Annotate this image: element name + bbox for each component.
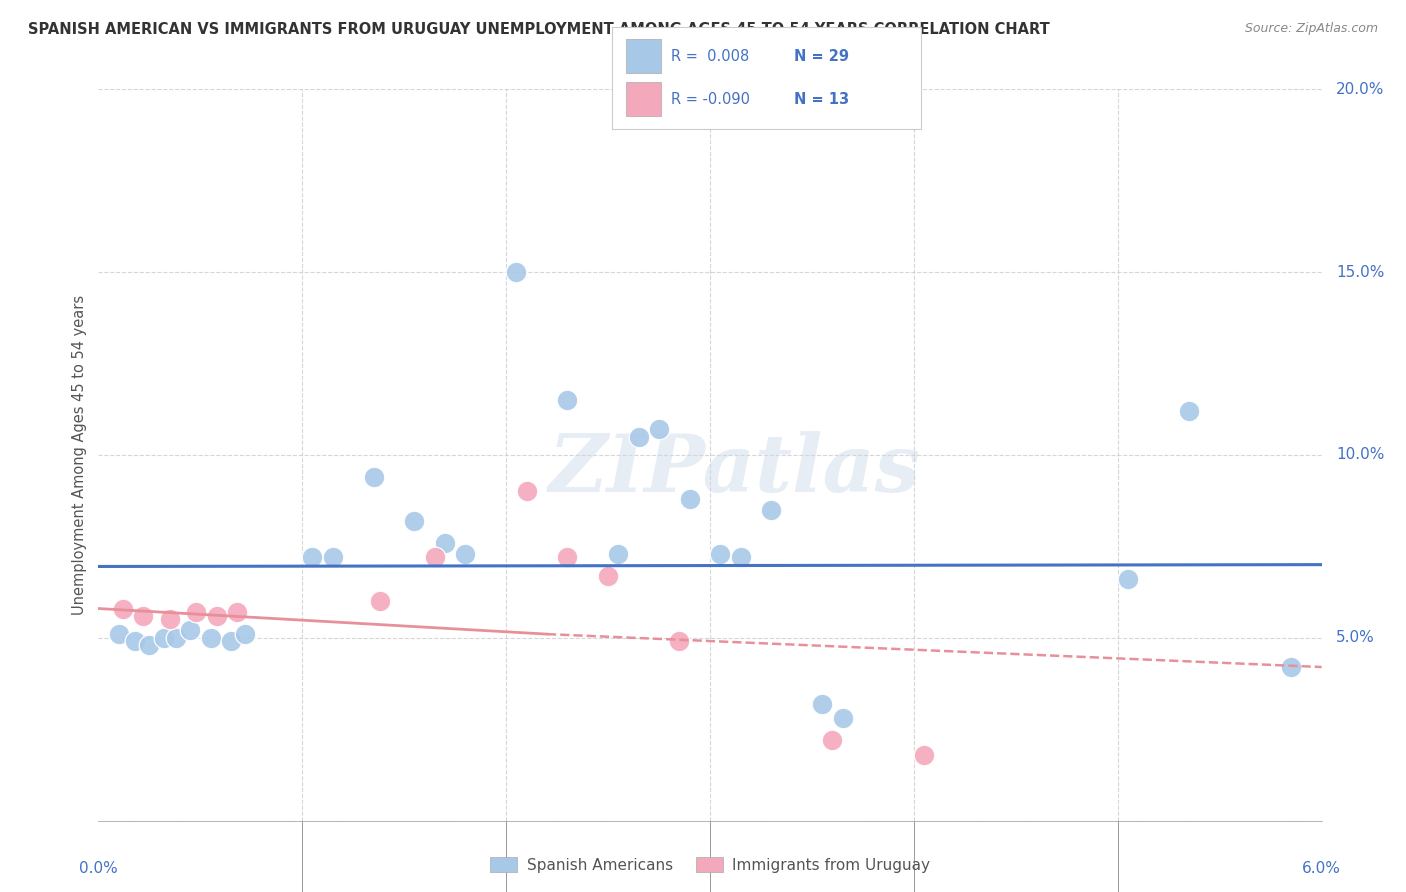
Point — [200, 631, 222, 645]
Text: R =  0.008: R = 0.008 — [671, 49, 749, 63]
Point — [1279, 660, 1302, 674]
Point — [607, 547, 630, 561]
Point — [186, 605, 208, 619]
Point — [159, 613, 181, 627]
Point — [226, 605, 249, 619]
Text: 20.0%: 20.0% — [1336, 82, 1385, 96]
Point — [152, 631, 174, 645]
Point — [124, 634, 146, 648]
Text: SPANISH AMERICAN VS IMMIGRANTS FROM URUGUAY UNEMPLOYMENT AMONG AGES 45 TO 54 YEA: SPANISH AMERICAN VS IMMIGRANTS FROM URUG… — [28, 22, 1050, 37]
Point — [1116, 572, 1139, 586]
Text: ZIPatlas: ZIPatlas — [548, 431, 921, 508]
Point — [811, 697, 834, 711]
Point — [233, 627, 256, 641]
Text: 15.0%: 15.0% — [1336, 265, 1385, 279]
Text: N = 13: N = 13 — [794, 92, 849, 106]
Point — [668, 634, 690, 648]
Text: 10.0%: 10.0% — [1336, 448, 1385, 462]
Point — [301, 550, 323, 565]
Point — [138, 638, 160, 652]
Text: 6.0%: 6.0% — [1302, 861, 1341, 876]
Point — [759, 503, 782, 517]
Point — [648, 422, 671, 436]
Text: R = -0.090: R = -0.090 — [671, 92, 749, 106]
Point — [821, 733, 844, 747]
Point — [831, 711, 853, 725]
Point — [404, 514, 426, 528]
Point — [433, 535, 456, 549]
Point — [678, 491, 700, 506]
Point — [179, 624, 201, 638]
Point — [709, 547, 731, 561]
Point — [627, 430, 650, 444]
Text: Source: ZipAtlas.com: Source: ZipAtlas.com — [1244, 22, 1378, 36]
Point — [912, 747, 935, 762]
Point — [219, 634, 242, 648]
Point — [454, 547, 477, 561]
Point — [132, 608, 155, 623]
Point — [165, 631, 187, 645]
Point — [555, 550, 579, 565]
Point — [730, 550, 752, 565]
Point — [555, 392, 579, 407]
Text: 0.0%: 0.0% — [79, 861, 118, 876]
Point — [108, 627, 131, 641]
Point — [363, 470, 385, 484]
Point — [423, 550, 446, 565]
Point — [205, 608, 228, 623]
Text: 5.0%: 5.0% — [1336, 631, 1375, 645]
Point — [368, 594, 391, 608]
Point — [111, 601, 134, 615]
Legend: Spanish Americans, Immigrants from Uruguay: Spanish Americans, Immigrants from Urugu… — [484, 851, 936, 879]
Point — [1178, 404, 1201, 418]
Y-axis label: Unemployment Among Ages 45 to 54 years: Unemployment Among Ages 45 to 54 years — [72, 295, 87, 615]
Point — [322, 550, 344, 565]
Text: N = 29: N = 29 — [794, 49, 849, 63]
Point — [596, 568, 619, 582]
Point — [505, 265, 527, 279]
Point — [515, 484, 537, 499]
